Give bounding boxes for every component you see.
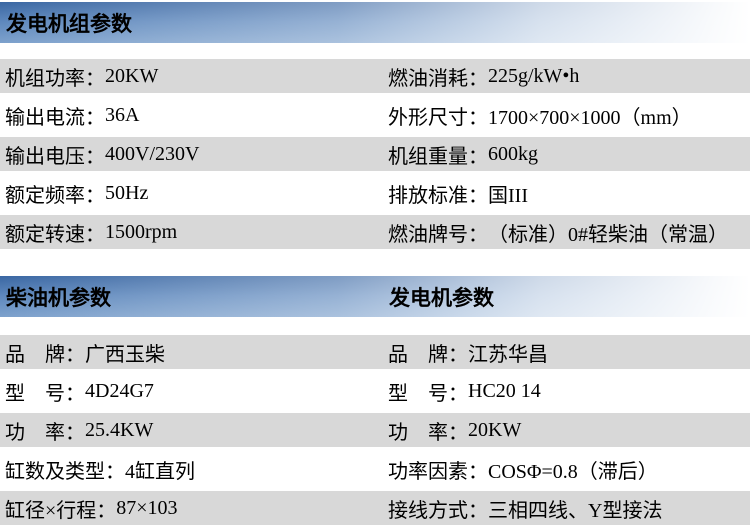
table-row: 输出电压： 400V/230V 机组重量： 600kg [0, 135, 750, 174]
engine-alternator-spec-table: 品 牌： 广西玉柴 品 牌： 江苏华昌 型 号： 4D24G7 型 号： HC20 14… [0, 333, 750, 527]
spec-label: 额定转速： [5, 223, 105, 246]
spec-value: 4缸直列 [125, 461, 195, 483]
spec-cell: 机组功率： 20KW [0, 59, 375, 93]
spec-cell: 接线方式： 三相四线、Y型接法 [375, 491, 750, 525]
spec-label: 燃油牌号： [388, 223, 488, 246]
spec-label: 机组重量： [388, 145, 488, 168]
spec-value: 600kg [488, 142, 538, 165]
spec-value: 1500rpm [105, 220, 178, 243]
table-row: 缸数及类型： 4缸直列 功率因素： COSΦ=0.8（滞后） [0, 450, 750, 489]
table-row: 输出电流： 36A 外形尺寸： 1700×700×1000（mm） [0, 96, 750, 135]
spec-cell: 型 号： 4D24G7 [0, 372, 375, 411]
table-row: 额定转速： 1500rpm 燃油牌号： （标准）0#轻柴油（常温） [0, 213, 750, 252]
spec-cell: 输出电压： 400V/230V [0, 137, 375, 171]
spec-cell: 燃油牌号： （标准）0#轻柴油（常温） [375, 215, 750, 249]
spec-label: 型 号： [5, 383, 85, 405]
spec-label: 机组功率： [5, 67, 105, 90]
spec-cell: 缸数及类型： 4缸直列 [0, 450, 375, 489]
spec-label: 缸数及类型： [5, 461, 125, 483]
spec-label: 燃油消耗： [388, 67, 488, 90]
spec-value: 广西玉柴 [85, 343, 165, 366]
spec-value: 400V/230V [105, 142, 200, 165]
spec-label: 缸径×行程： [5, 499, 117, 522]
table-row: 品 牌： 广西玉柴 品 牌： 江苏华昌 [0, 333, 750, 372]
spec-cell: 额定频率： 50Hz [0, 174, 375, 213]
spec-cell: 型 号： HC20 14 [375, 372, 750, 411]
spec-label: 品 牌： [388, 343, 468, 366]
table-row: 型 号： 4D24G7 型 号： HC20 14 [0, 372, 750, 411]
table-row: 额定频率： 50Hz 排放标准： 国III [0, 174, 750, 213]
table-row: 缸径×行程： 87×103 接线方式： 三相四线、Y型接法 [0, 489, 750, 527]
table-row: 机组功率： 20KW 燃油消耗： 225g/kW•h [0, 57, 750, 96]
spec-value: 20KW [468, 418, 522, 441]
spec-value: 50Hz [105, 182, 149, 204]
spec-label: 输出电流： [5, 107, 105, 129]
spec-label: 功率因素： [388, 461, 488, 483]
spec-label: 品 牌： [5, 343, 85, 366]
spec-label: 接线方式： [388, 499, 488, 522]
spec-label: 排放标准： [388, 185, 488, 207]
spec-cell: 品 牌： 广西玉柴 [0, 335, 375, 369]
spec-cell: 功率因素： COSΦ=0.8（滞后） [375, 450, 750, 489]
spec-cell: 排放标准： 国III [375, 174, 750, 213]
spec-value: 20KW [105, 64, 159, 87]
spec-value: 江苏华昌 [468, 343, 548, 366]
spec-label: 外形尺寸： [388, 107, 488, 129]
spec-value: 4D24G7 [85, 380, 154, 402]
spec-label: 功 率： [388, 421, 468, 444]
spec-value: （标准）0#轻柴油（常温） [488, 223, 728, 246]
spec-cell: 缸径×行程： 87×103 [0, 491, 375, 525]
section-title-diesel-engine: 柴油机参数 [6, 286, 111, 310]
section-title-genset: 发电机组参数 [6, 12, 132, 36]
section-title-alternator: 发电机参数 [389, 286, 494, 310]
genset-spec-table: 机组功率： 20KW 燃油消耗： 225g/kW•h 输出电流： 36A 外形尺寸： 1… [0, 57, 750, 252]
spec-value: 25.4KW [85, 418, 154, 441]
spec-cell: 输出电流： 36A [0, 96, 375, 135]
spec-value: HC20 14 [468, 380, 541, 402]
spec-cell: 品 牌： 江苏华昌 [375, 335, 750, 369]
section-header-engine-alternator: 柴油机参数 发电机参数 [0, 276, 750, 317]
spec-value: 36A [105, 104, 140, 126]
spec-cell: 额定转速： 1500rpm [0, 215, 375, 249]
spec-cell: 外形尺寸： 1700×700×1000（mm） [375, 96, 750, 135]
spec-label: 输出电压： [5, 145, 105, 168]
spec-cell: 机组重量： 600kg [375, 137, 750, 171]
spec-label: 型 号： [388, 383, 468, 405]
spec-value: 87×103 [116, 496, 178, 519]
spec-value: COSΦ=0.8（滞后） [488, 461, 658, 483]
spec-value: 三相四线、Y型接法 [488, 499, 663, 522]
spec-label: 功 率： [5, 421, 85, 444]
section-header-genset: 发电机组参数 [0, 2, 750, 43]
spec-cell: 燃油消耗： 225g/kW•h [375, 59, 750, 93]
spec-value: 1700×700×1000（mm） [488, 107, 692, 129]
spec-value: 国III [488, 185, 528, 207]
spec-label: 额定频率： [5, 185, 105, 207]
spec-cell: 功 率： 25.4KW [0, 413, 375, 447]
spec-value: 225g/kW•h [488, 64, 580, 87]
table-row: 功 率： 25.4KW 功 率： 20KW [0, 411, 750, 450]
spec-cell: 功 率： 20KW [375, 413, 750, 447]
